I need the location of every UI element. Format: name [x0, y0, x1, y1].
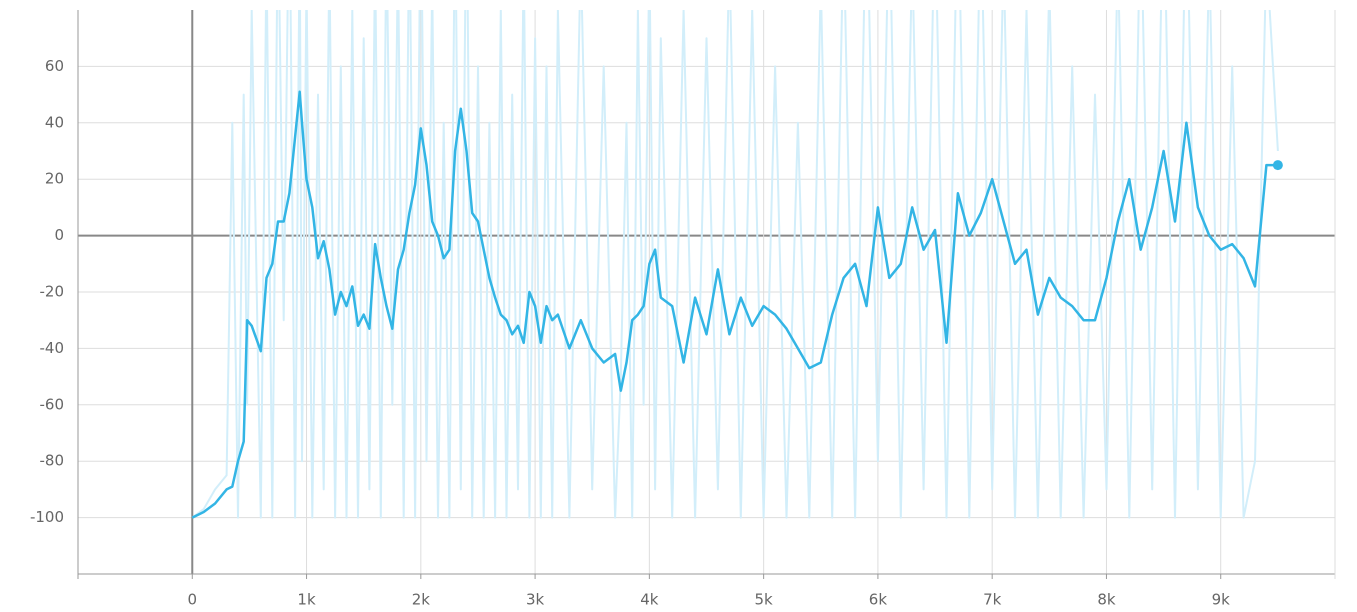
- x-tick-label: 9k: [1212, 591, 1231, 609]
- axes: -100 -80 -60 -40 -20 0 20 40 60 0 1k 2k 3k 4k 5k 6k 7k 8k…: [30, 57, 1230, 609]
- y-tick-label: -40: [40, 339, 65, 357]
- y-tick-label: 60: [45, 57, 64, 75]
- x-tick-label: 3k: [526, 591, 545, 609]
- y-tick-label: -60: [40, 395, 65, 413]
- x-tick-label: 7k: [983, 591, 1002, 609]
- x-tick-label: 2k: [412, 591, 431, 609]
- x-tick-label: 8k: [1097, 591, 1116, 609]
- end-marker: [1272, 160, 1283, 171]
- y-tick-label: 0: [54, 226, 64, 244]
- raw-line: [191, 10, 1279, 519]
- grid: [77, 10, 1336, 579]
- smoothed-line: [191, 90, 1278, 519]
- y-tick-label: -20: [40, 283, 65, 301]
- x-tick-label: 6k: [869, 591, 888, 609]
- x-tick-label: 0: [187, 591, 197, 609]
- x-tick-label: 5k: [755, 591, 774, 609]
- x-tick-label: 1k: [297, 591, 316, 609]
- y-tick-label: -100: [30, 508, 64, 526]
- y-tick-label: -80: [40, 452, 65, 470]
- y-tick-label: 40: [45, 113, 64, 131]
- plot-area: [191, 10, 1283, 519]
- y-tick-label: 20: [45, 170, 64, 188]
- x-tick-label: 4k: [640, 591, 659, 609]
